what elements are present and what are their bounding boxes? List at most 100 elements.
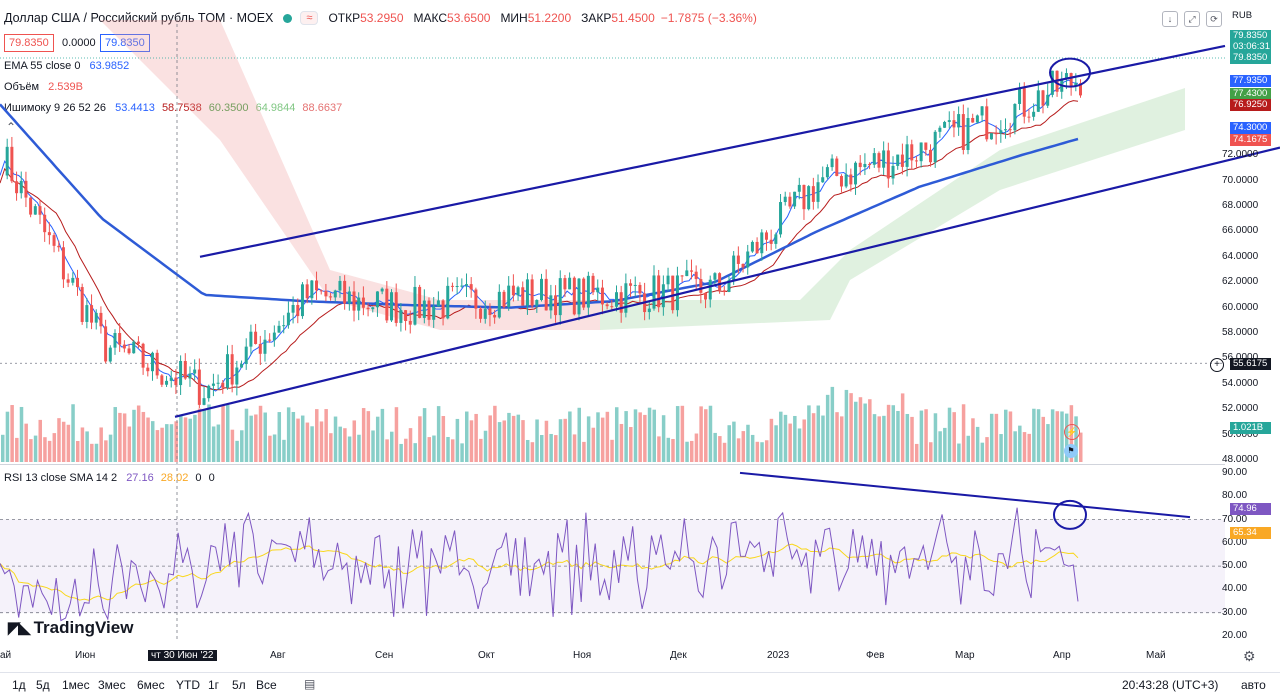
candle-body	[624, 283, 628, 313]
refresh-icon[interactable]: ⟳	[1206, 11, 1222, 27]
volume-bar	[732, 421, 736, 462]
period-button[interactable]: 1г	[208, 678, 220, 692]
candle-body	[933, 131, 937, 163]
candle-body	[460, 285, 464, 287]
volume-bar	[174, 421, 178, 462]
ichimoku-legend[interactable]: Ишимоку 9 26 52 26 53.4413 58.7538 60.35…	[4, 102, 342, 114]
candle-body	[1041, 90, 1045, 106]
volume-bar	[1, 434, 5, 462]
candle-body	[497, 291, 501, 318]
volume-bar	[329, 433, 333, 462]
period-button[interactable]: 3мес	[98, 678, 126, 692]
price-tick-label: 68.0000	[1222, 200, 1259, 211]
price-tag: 79.8350	[1230, 30, 1271, 42]
volume-legend-name: Объём	[4, 81, 40, 93]
compare-pill[interactable]: ≈	[300, 11, 319, 25]
candle-body	[975, 115, 979, 123]
candle-body	[788, 196, 792, 207]
candle-body	[868, 163, 872, 165]
volume-bar	[254, 414, 258, 462]
symbol-title[interactable]: Доллар США / Российский рубль TOM · MOEX	[4, 11, 274, 25]
sell-price-box[interactable]: 79.8350	[4, 34, 54, 52]
rsi-tick-label: 20.00	[1222, 630, 1248, 641]
volume-bar	[244, 408, 249, 462]
period-button[interactable]: YTD	[176, 678, 200, 692]
open-value: 53.2950	[360, 11, 404, 25]
volume-bar	[57, 418, 61, 462]
candle-body	[807, 186, 811, 210]
volume-bar	[460, 443, 464, 462]
volume-bar	[211, 426, 216, 462]
candle-body	[910, 144, 914, 161]
candle-body	[572, 277, 576, 315]
clock-display[interactable]: 20:43:28 (UTC+3)	[1122, 678, 1219, 692]
download-icon[interactable]: ↓	[1162, 11, 1178, 27]
period-button[interactable]: 1д	[12, 678, 26, 692]
price-tick-label: 62.0000	[1222, 276, 1259, 288]
candle-body	[718, 273, 722, 291]
volume-bar	[975, 426, 980, 462]
volume-bar	[966, 435, 971, 462]
event-flash-icon[interactable]: ⚡	[1064, 424, 1080, 440]
volume-bar	[300, 415, 305, 462]
candle-body	[263, 339, 267, 354]
candle-body	[1032, 111, 1036, 117]
volume-bar	[390, 431, 394, 462]
candle-body	[999, 130, 1003, 134]
volume-bar	[188, 418, 192, 462]
candle-body	[558, 278, 562, 316]
candle-body	[230, 354, 234, 385]
period-button[interactable]: 5л	[232, 678, 246, 692]
buy-price-box[interactable]: 79.8350	[100, 34, 150, 52]
candle-body	[57, 245, 61, 248]
volume-bar	[263, 412, 267, 462]
high-value: 53.6500	[447, 11, 491, 25]
volume-bar	[980, 442, 985, 462]
volume-bar	[718, 436, 722, 462]
collapse-legend-icon[interactable]: ⌃	[6, 120, 17, 134]
rsi-legend-extra-2: 0	[208, 472, 215, 484]
maximize-icon[interactable]: ⤢	[1184, 11, 1200, 27]
volume-bar	[108, 434, 113, 462]
volume-legend[interactable]: Объём 2.539B	[4, 81, 83, 93]
candle-body	[858, 162, 862, 168]
ema-legend[interactable]: EMA 55 close 0 63.9852	[4, 60, 129, 72]
period-button[interactable]: 6мес	[137, 678, 165, 692]
period-button[interactable]: Все	[256, 678, 277, 692]
add-level-icon[interactable]: +	[1210, 358, 1224, 372]
candle-body	[877, 153, 881, 168]
candle-body	[863, 163, 867, 168]
period-button[interactable]: 1мес	[62, 678, 90, 692]
pane-divider[interactable]	[0, 464, 1225, 465]
rsi-legend[interactable]: RSI 13 close SMA 14 2 27.16 28.02 0 0	[4, 472, 215, 484]
flag-events-icon[interactable]: ⚑	[1064, 444, 1078, 458]
candle-body	[66, 279, 70, 283]
candle-body	[736, 255, 740, 264]
ichimoku-legend-name: Ишимоку 9 26 52 26	[4, 102, 107, 114]
tradingview-logo[interactable]: ◤◣ TradingView	[8, 618, 133, 638]
candle-body	[15, 181, 19, 194]
date-range-icon[interactable]: ▤	[304, 677, 316, 691]
highlight-circle-price	[1049, 57, 1091, 88]
ichimoku-value-2: 58.7538	[161, 102, 202, 114]
candle-body	[1013, 103, 1017, 131]
volume-bar	[249, 415, 253, 462]
candle-body	[324, 290, 328, 297]
currency-label[interactable]: RUB	[1232, 10, 1253, 21]
volume-bar	[488, 415, 492, 462]
volume-bar	[858, 397, 863, 462]
auto-scale-toggle[interactable]: авто	[1241, 678, 1266, 692]
price-tick-label: 56.0000	[1222, 352, 1276, 363]
settings-gear-icon[interactable]: ⚙	[1243, 648, 1256, 664]
candle-body	[305, 284, 309, 299]
volume-bar	[638, 412, 642, 462]
candle-body	[160, 375, 164, 385]
period-button[interactable]: 5д	[36, 678, 50, 692]
volume-bar	[704, 409, 708, 462]
volume-bar	[1055, 411, 1060, 462]
candle-body	[404, 310, 408, 322]
volume-bar	[465, 411, 469, 462]
candle-body	[914, 160, 918, 162]
candle-body	[891, 165, 895, 179]
